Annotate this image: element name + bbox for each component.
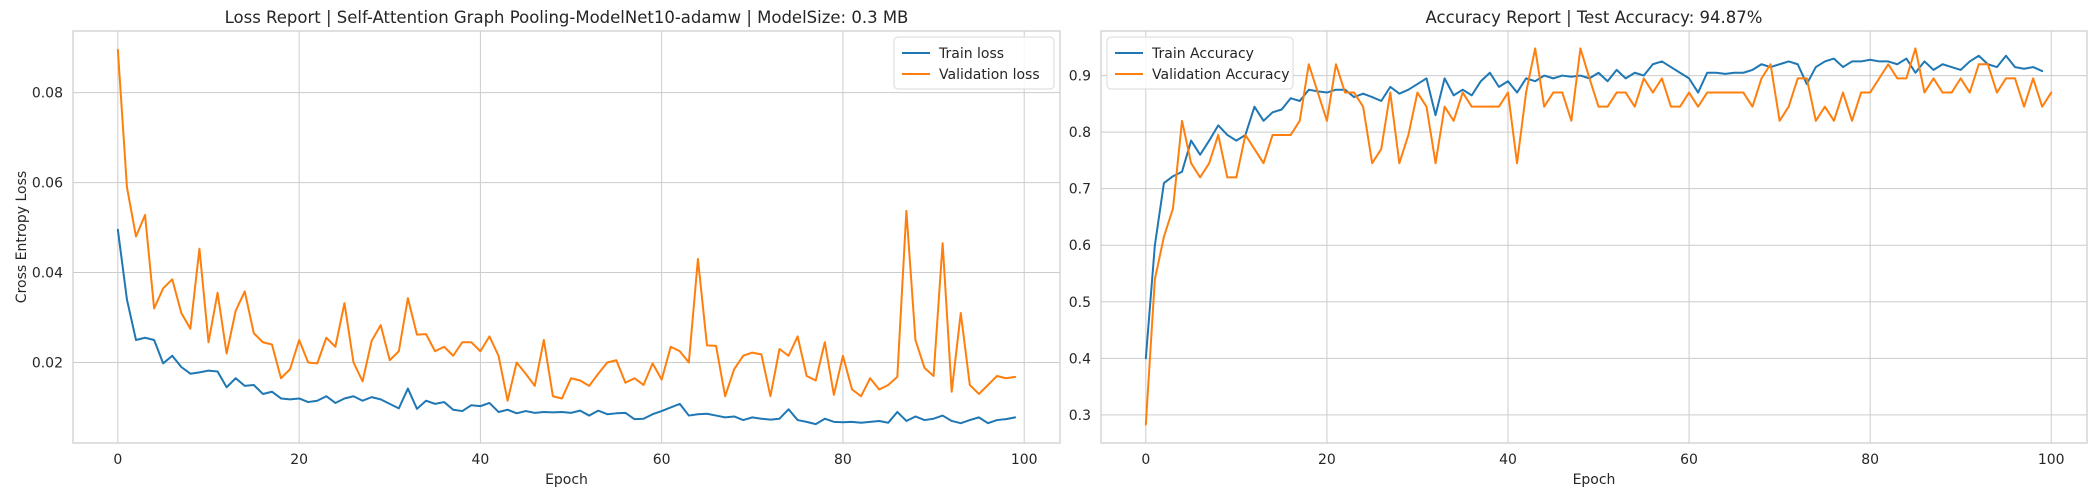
series-line-train	[1144, 54, 2044, 360]
x-tick-label: 40	[471, 452, 489, 468]
y-axis-label: Cross Entropy Loss	[14, 171, 30, 303]
x-tick-label: 100	[1011, 452, 1038, 468]
x-tick-label: 60	[653, 452, 671, 468]
legend-entry: Train Accuracy	[1151, 46, 1254, 62]
x-axis-label: Epoch	[1573, 472, 1616, 488]
y-tick-label: 0.9	[1069, 69, 1091, 85]
y-tick-label: 0.04	[32, 266, 63, 282]
x-tick-label: 20	[290, 452, 308, 468]
x-tick-label: 60	[1680, 452, 1698, 468]
legend-entry: Validation loss	[939, 67, 1040, 83]
accuracy-chart: 0 20 40 60 80 100 0.3 0.4 0.5 0.6 0.7 0.8 0.9 Accurac…	[1069, 8, 2088, 488]
y-tick-label: 0.7	[1069, 182, 1091, 198]
y-tick-label: 0.8	[1069, 125, 1091, 141]
y-tick-label: 0.08	[32, 86, 63, 102]
x-tick-label: 100	[2038, 452, 2065, 468]
series-line-train	[116, 228, 1017, 426]
chart-title: Loss Report | Self-Attention Graph Pooli…	[225, 8, 909, 27]
x-tick-label: 40	[1499, 452, 1517, 468]
x-tick-label: 20	[1318, 452, 1336, 468]
x-axis-label: Epoch	[545, 472, 588, 488]
y-tick-label: 0.3	[1069, 408, 1091, 424]
grid	[73, 31, 1060, 443]
x-tick-label: 80	[1861, 452, 1879, 468]
x-tick-label: 0	[113, 452, 122, 468]
legend-entry: Train loss	[938, 46, 1004, 62]
y-tick-label: 0.02	[32, 355, 63, 371]
legend: Train loss Validation loss	[893, 36, 1055, 90]
chart-title: Accuracy Report | Test Accuracy: 94.87%	[1426, 8, 1763, 27]
plot-frame	[1100, 30, 2088, 444]
series-line-validation	[1144, 47, 2053, 426]
y-tick-label: 0.06	[32, 176, 63, 192]
x-tick-label: 0	[1141, 452, 1150, 468]
y-tick-label: 0.5	[1069, 295, 1091, 311]
plot-frame	[72, 30, 1061, 444]
loss-chart: 0 20 40 60 80 100 0.02 0.04 0.06 0.08 Loss Report …	[14, 8, 1061, 488]
legend-box	[893, 36, 1055, 90]
legend: Train Accuracy Validation Accuracy	[1106, 36, 1294, 90]
y-tick-label: 0.4	[1069, 351, 1091, 367]
series-line-validation	[116, 48, 1017, 402]
legend-box	[1106, 36, 1294, 90]
y-tick-label: 0.6	[1069, 238, 1091, 254]
x-tick-label: 80	[834, 452, 852, 468]
legend-entry: Validation Accuracy	[1152, 67, 1290, 83]
